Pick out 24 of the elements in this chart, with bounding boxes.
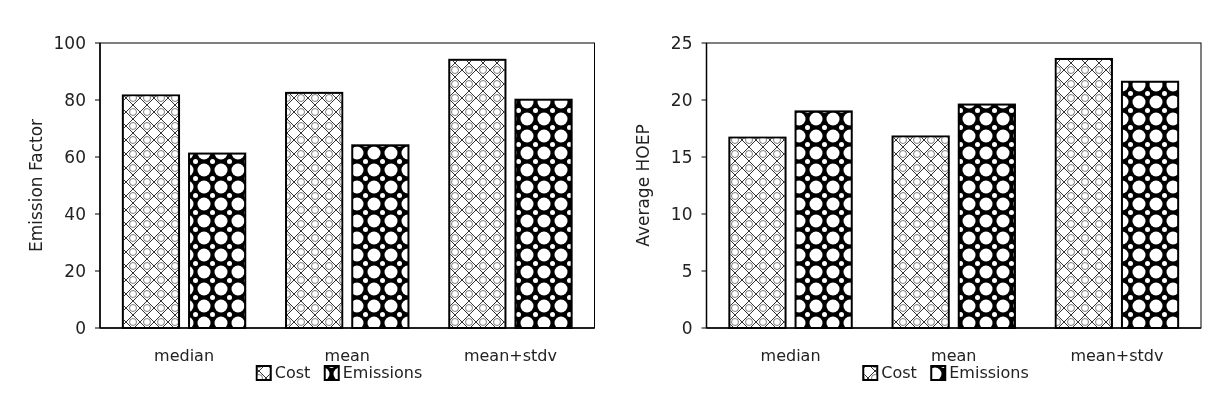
x-tick-label: median: [760, 346, 821, 365]
legend-label: Emissions: [342, 363, 423, 382]
y-tick-label: 40: [64, 203, 86, 224]
y-tick-label: 0: [681, 317, 693, 338]
y-tick-label: 15: [670, 146, 693, 167]
y-tick-label: 10: [670, 203, 693, 224]
y-tick-label: 100: [53, 32, 86, 53]
y-tick-label: 20: [64, 260, 86, 281]
y-tick-label: 60: [64, 146, 86, 167]
legend-label: Emissions: [949, 363, 1029, 382]
x-tick-label: mean+stdv: [1070, 346, 1164, 365]
y-tick-label: 80: [64, 89, 86, 110]
x-tick-label: mean: [931, 346, 977, 365]
y-tick-label: 20: [670, 89, 693, 110]
y-axis-title: Emission Factor: [26, 118, 46, 253]
x-tick-label: mean: [324, 346, 370, 365]
legend-label: Cost: [274, 363, 311, 382]
y-tick-label: 25: [670, 32, 693, 53]
x-tick-label: median: [154, 346, 215, 365]
x-tick-label: mean+stdv: [463, 346, 557, 365]
y-tick-label: 0: [75, 317, 86, 338]
legend-label: Cost: [881, 363, 917, 382]
y-tick-label: 5: [681, 260, 693, 281]
y-axis-title: Average HOEP: [632, 124, 653, 247]
